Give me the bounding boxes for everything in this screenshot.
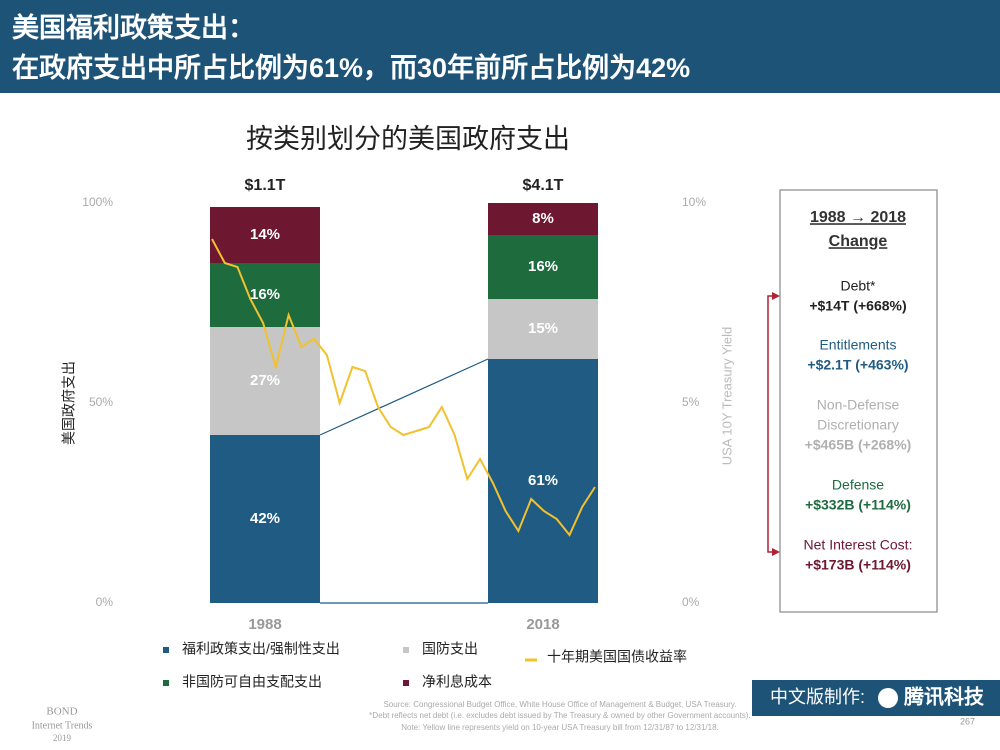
panel-content: 1988 → 2018 Change Debt* +$14T (+668%) Entit… — [804, 209, 913, 572]
connector-line — [319, 358, 489, 436]
credit-bar — [752, 680, 1000, 716]
bar-segment — [488, 203, 598, 235]
x-tick-label: 2018 — [526, 616, 559, 633]
report-year: 2019 — [53, 733, 72, 743]
y2-tick-label: 10% — [682, 195, 706, 209]
bracket — [767, 295, 778, 553]
legend-swatch — [403, 680, 409, 686]
panel-item-label: Defense — [832, 477, 884, 493]
value-label: 16% — [250, 286, 280, 303]
chart-title: 按类别划分的美国政府支出 — [246, 124, 570, 154]
panel-item-value: +$14T (+668%) — [809, 298, 906, 314]
panel-title: 1988 → 2018 — [810, 209, 906, 226]
yield-line — [211, 238, 596, 537]
y2-tick-label: 5% — [682, 395, 700, 409]
bar-segment — [488, 235, 598, 299]
header-bar — [0, 0, 1000, 93]
header-line: 在政府支出中所占比例为61%，而30年前所占比例为42% — [12, 52, 690, 83]
value-label: 42% — [250, 510, 280, 527]
bar-segment — [210, 263, 320, 327]
report-name: Internet Trends — [32, 720, 93, 731]
x-tick-label: 1988 — [248, 616, 281, 633]
panel-item-label: Debt* — [840, 278, 876, 294]
value-label: 15% — [528, 320, 558, 337]
legend-label: 十年期美国国债收益率 — [547, 649, 687, 665]
y-tick-label: 0% — [96, 595, 114, 609]
legend-swatch — [163, 647, 169, 653]
brand: 腾讯科技 — [904, 684, 985, 708]
value-label: 16% — [528, 258, 558, 275]
value-label: 8% — [532, 210, 554, 227]
header-line: 美国福利政策支出： — [12, 12, 255, 43]
y2-axis-label: USA 10Y Treasury Yield — [719, 327, 734, 466]
page-number: 267 — [960, 716, 975, 726]
legend-swatch — [403, 647, 409, 653]
credit: 中文版制作: — [770, 687, 865, 707]
source-note: Note: Yellow line represents yield on 10… — [401, 723, 719, 732]
brand-icon — [878, 688, 898, 708]
panel-item-label: Entitlements — [819, 337, 896, 353]
bar-segment — [210, 435, 320, 603]
panel-item-value: +$2.1T (+463%) — [807, 357, 908, 373]
legend-swatch — [163, 680, 169, 686]
panel-subtitle: Change — [829, 233, 888, 250]
panel-item-value: +$465B (+268%) — [805, 437, 912, 453]
bar-segment — [488, 359, 598, 603]
y-tick-label: 50% — [89, 395, 113, 409]
change-panel — [779, 189, 938, 613]
panel-item-value: +$173B (+114%) — [805, 557, 911, 573]
bracket-arrows — [772, 292, 780, 556]
legend-label: 国防支出 — [422, 641, 478, 657]
source-note: *Debt reflects net debt (i.e. excludes d… — [369, 711, 750, 720]
panel-item-label: Non-Defense — [817, 397, 900, 413]
bond-logo: BOND — [46, 706, 77, 718]
total-label: $1.1T — [245, 177, 286, 194]
legend-label: 福利政策支出/强制性支出 — [182, 641, 340, 657]
y-tick-label: 100% — [82, 195, 113, 209]
source-note: Source: Congressional Budget Office, Whi… — [383, 700, 736, 709]
bar-segment — [210, 207, 320, 263]
panel-item-value: +$332B (+114%) — [805, 497, 911, 513]
value-label: 14% — [250, 226, 280, 243]
legend-label: 净利息成本 — [422, 674, 492, 690]
bar-segment — [488, 299, 598, 359]
panel-item-label: Discretionary — [817, 417, 899, 433]
legend-label: 非国防可自由支配支出 — [182, 674, 322, 690]
y2-tick-label: 0% — [682, 595, 700, 609]
panel-item-label: Net Interest Cost: — [804, 537, 913, 553]
y-axis-label: 美国政府支出 — [61, 361, 77, 445]
total-label: $4.1T — [523, 177, 564, 194]
chart: 0% 50% 100% 0% 5% 10% 42% 27% 16% 14% 1988 $1.1T 61%… — [82, 177, 706, 689]
value-label: 61% — [528, 472, 558, 489]
value-label: 27% — [250, 372, 280, 389]
